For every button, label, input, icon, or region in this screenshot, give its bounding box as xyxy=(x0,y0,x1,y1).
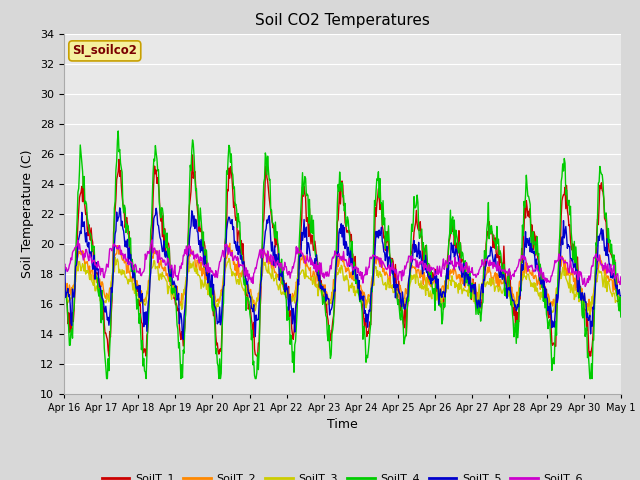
SoilT_2 xyxy=(226,240,234,246)
SoilT_3 xyxy=(60,284,68,290)
SoilT_4 xyxy=(70,305,78,311)
SoilT_5 xyxy=(60,278,68,284)
SoilT_4 xyxy=(129,263,137,268)
SoilT_3 xyxy=(185,269,193,275)
Legend: SoilT_1, SoilT_2, SoilT_3, SoilT_4, SoilT_5, SoilT_6: SoilT_1, SoilT_2, SoilT_3, SoilT_4, Soil… xyxy=(97,469,588,480)
SoilT_4 xyxy=(103,376,111,382)
Text: SI_soilco2: SI_soilco2 xyxy=(72,44,137,58)
SoilT_2 xyxy=(127,274,135,280)
SoilT_5 xyxy=(215,320,223,325)
SoilT_1 xyxy=(412,220,419,226)
X-axis label: Time: Time xyxy=(327,418,358,431)
SoilT_5 xyxy=(617,293,625,299)
SoilT_3 xyxy=(411,273,419,279)
SoilT_3 xyxy=(111,254,119,260)
Line: SoilT_4: SoilT_4 xyxy=(64,131,621,379)
SoilT_3 xyxy=(586,312,594,318)
SoilT_2 xyxy=(184,262,192,267)
Line: SoilT_1: SoilT_1 xyxy=(64,155,621,356)
SoilT_1 xyxy=(189,152,196,158)
SoilT_1 xyxy=(428,277,436,283)
SoilT_1 xyxy=(60,280,68,286)
SoilT_5 xyxy=(128,264,136,270)
SoilT_6 xyxy=(428,264,435,270)
Line: SoilT_5: SoilT_5 xyxy=(64,208,621,339)
SoilT_5 xyxy=(428,276,436,281)
SoilT_3 xyxy=(617,305,625,311)
SoilT_2 xyxy=(70,284,78,289)
SoilT_5 xyxy=(179,336,187,342)
SoilT_1 xyxy=(215,351,223,357)
Line: SoilT_3: SoilT_3 xyxy=(64,257,621,315)
SoilT_4 xyxy=(617,314,625,320)
SoilT_3 xyxy=(128,279,136,285)
SoilT_4 xyxy=(60,288,68,293)
SoilT_6 xyxy=(127,260,135,265)
SoilT_6 xyxy=(411,257,419,263)
Line: SoilT_2: SoilT_2 xyxy=(64,243,621,314)
SoilT_6 xyxy=(185,242,193,248)
SoilT_3 xyxy=(214,303,222,309)
SoilT_6 xyxy=(214,268,222,274)
SoilT_2 xyxy=(428,284,435,289)
SoilT_6 xyxy=(581,284,589,289)
SoilT_6 xyxy=(60,263,68,269)
Line: SoilT_6: SoilT_6 xyxy=(64,240,621,287)
SoilT_4 xyxy=(115,128,122,134)
SoilT_5 xyxy=(412,242,419,248)
SoilT_4 xyxy=(412,205,419,211)
SoilT_3 xyxy=(428,294,435,300)
SoilT_2 xyxy=(411,266,419,272)
SoilT_5 xyxy=(70,294,78,300)
SoilT_4 xyxy=(215,376,223,382)
Title: Soil CO2 Temperatures: Soil CO2 Temperatures xyxy=(255,13,430,28)
SoilT_1 xyxy=(70,307,78,313)
SoilT_4 xyxy=(186,188,193,194)
SoilT_6 xyxy=(617,274,625,280)
SoilT_6 xyxy=(148,237,156,243)
SoilT_2 xyxy=(60,276,68,282)
SoilT_6 xyxy=(70,247,78,253)
SoilT_4 xyxy=(428,281,436,287)
SoilT_3 xyxy=(70,285,78,290)
SoilT_5 xyxy=(116,205,124,211)
SoilT_1 xyxy=(617,297,625,303)
SoilT_1 xyxy=(185,214,193,220)
SoilT_1 xyxy=(105,353,113,359)
SoilT_2 xyxy=(617,298,625,304)
SoilT_1 xyxy=(128,266,136,272)
Y-axis label: Soil Temperature (C): Soil Temperature (C) xyxy=(22,149,35,278)
SoilT_2 xyxy=(214,298,221,303)
SoilT_5 xyxy=(186,236,193,241)
SoilT_2 xyxy=(586,311,594,317)
